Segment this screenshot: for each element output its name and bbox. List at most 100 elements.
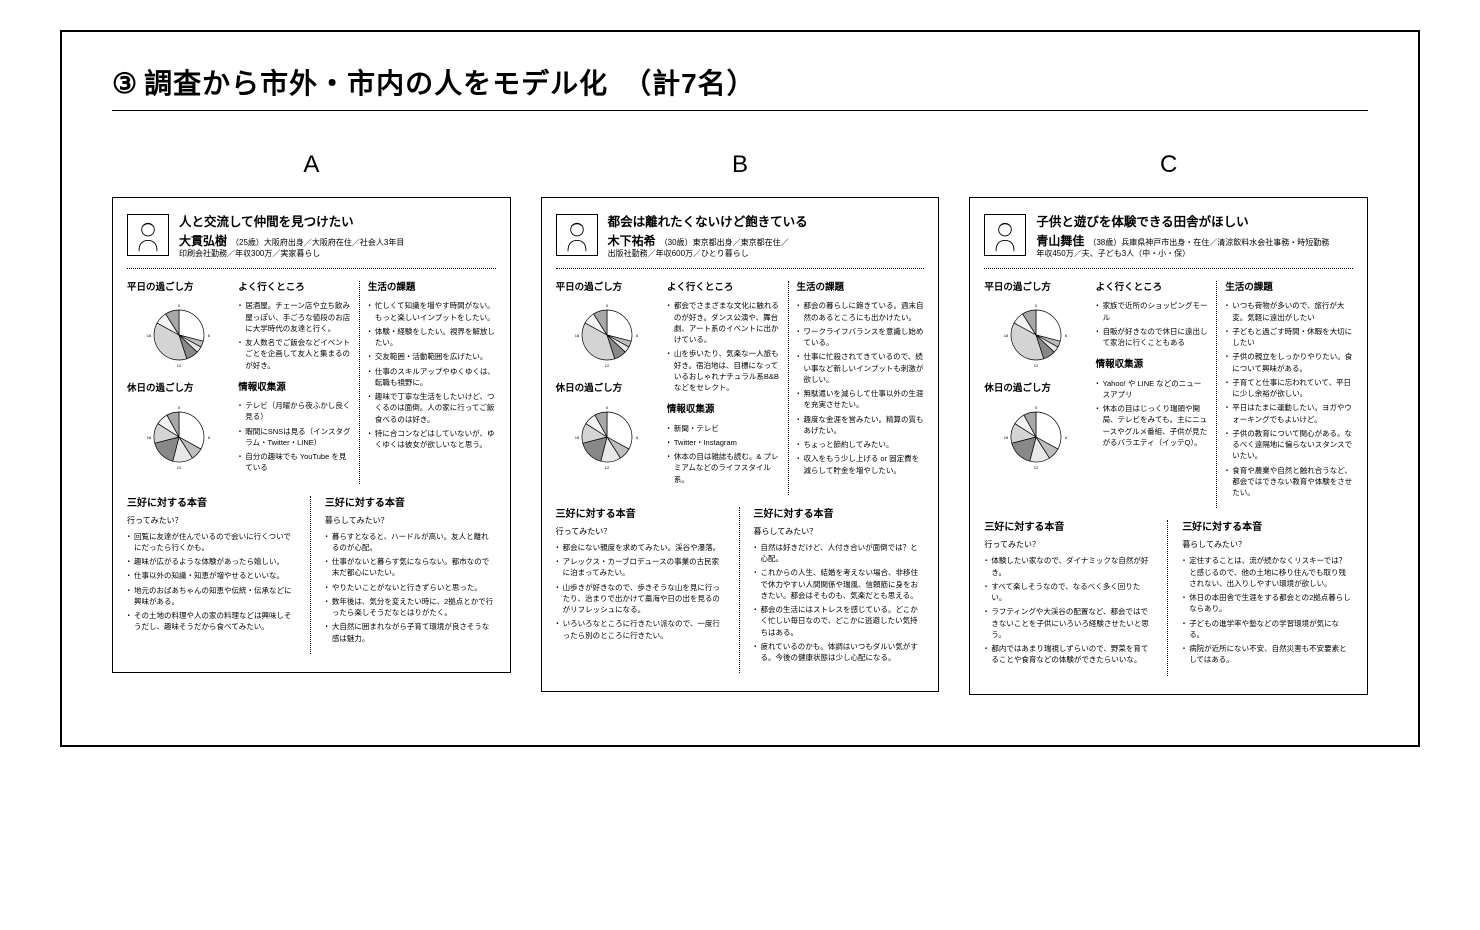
card-header: 都会は離れたくないけど飽きている 木下祐希（30歳）東京都出身／東京都在住／ 出… [556, 214, 925, 260]
list-item: 子供の教育について関心がある。なるべく遠隔地に偏らないスタンスでいたい。 [1225, 428, 1353, 462]
svg-text:18: 18 [146, 435, 151, 440]
svg-text:6: 6 [1065, 333, 1068, 338]
svg-text:0: 0 [606, 303, 609, 308]
list-item: 大自然に囲まれながら子育て環境が良さそうな感は魅力。 [325, 621, 496, 644]
list-item: 子どもと過ごす時間・休暇を大切にしたい [1225, 326, 1353, 349]
bottom-section: 三好に対する本音 行ってみたい？ 都会にない親度を求めてみたい。渓谷や瀑落。アレ… [556, 507, 925, 674]
avatar [984, 214, 1026, 256]
mid-right: 生活の課題 いつも荷物が多いので、旅行が大変。気軽に遠出がしたい子どもと過ごす時… [1225, 281, 1353, 508]
mid-right: 生活の課題 忙しくて知識を増やす時間がない。もっと楽しいインプットをしたい。体験… [368, 281, 496, 484]
bottom-question-live: 暮らしてみたい？ [754, 526, 925, 538]
bullet-list: 体験したい家なので、ダイナミックな自然が好き。すべて楽しそうなので、なるべく多く… [984, 555, 1155, 665]
svg-text:18: 18 [575, 435, 580, 440]
heading-weekday: 平日の過ごし方 [556, 281, 659, 295]
list-item: テレビ（月曜から夜ふかし良く見る） [238, 400, 351, 423]
persona-profile: 印刷会社勤務／年収300万／実家暮らし [179, 249, 496, 260]
persona-profile: 年収450万／夫、子ども3人（中・小・保） [1036, 249, 1353, 260]
mid-left: 平日の過ごし方 061218 休日の過ごし方 061218 [984, 281, 1087, 508]
bullet-list: テレビ（月曜から夜ふかし良く見る） 暇間にSNSは見る（インスタグラム・Twitt… [238, 400, 351, 474]
persona-profile: 出版社勤務／年収600万／ひとり暮らし [608, 249, 925, 260]
svg-text:0: 0 [1035, 303, 1038, 308]
bottom-question-go: 行ってみたい？ [127, 515, 298, 527]
bottom-col-go: 三好に対する本音 行ってみたい？ 都会にない親度を求めてみたい。渓谷や瀑落。アレ… [556, 507, 740, 674]
list-item: 都会にない親度を求めてみたい。渓谷や瀑落。 [556, 542, 727, 553]
bullet-list: 都会の暮らしに飽きている。週末自然のあるところにも出かけたい。ワークライフバラン… [797, 300, 925, 476]
list-item: 自販が好きなので休日に遠出して家治に行くこともある [1096, 326, 1209, 349]
list-item: 回覧に友達が住んでいるので会いに行くついでにだったら行くかも。 [127, 531, 298, 554]
list-item: 山歩きが好きなので、歩きそうな山を見に行ったり、治まりで出かけて藁海や日の出を見… [556, 582, 727, 616]
pie-holiday: 061218 [127, 402, 230, 472]
list-item: アレックス・カーブロデュースの事業の古民家に泊まってみたい。 [556, 556, 727, 579]
list-item: 趣味で丁寧な生活をしたいけど、つくるのは面倒。人の家に行ってご飯食べるのは好き。 [368, 391, 496, 425]
list-item: 数年後は、気分を変えたい時に、2拠点とかで行ったら楽しそうだなとはりがたく。 [325, 596, 496, 619]
list-item: 趣度な金涯を営みたい。精算の質もあげたい。 [797, 414, 925, 437]
list-item: 子供の親立をしっかりやりたい。食について興味がある。 [1225, 351, 1353, 374]
list-item: 仕事がないと暮らす気にならない。都市なので末だ都心にいたい。 [325, 556, 496, 579]
list-item: 新聞・テレビ [667, 423, 780, 434]
bottom-col-live: 三好に対する本音 暮らしてみたい？ 暮らすとなると、ハードルが高い。友人と離れる… [325, 496, 496, 654]
bullet-list: 都会でさまざまな文化に触れるのが好き。ダンス公演や、舞台劇、アート系のイベントに… [667, 300, 780, 393]
svg-text:18: 18 [1004, 435, 1009, 440]
list-item: 疲れているのかも。体調はいつもダルい気がする。今後の健康状態は少し心配になる。 [754, 641, 925, 664]
bullet-list: 忙しくて知識を増やす時間がない。もっと楽しいインプットをしたい。体験・経験をした… [368, 300, 496, 450]
persona-tagline: 都会は離れたくないけど飽きている [608, 214, 925, 230]
bullet-list: 定住することは、流が続かなくリスキーでは？と感じるので、他の土地に移り住んでも取… [1182, 555, 1353, 665]
list-item: 仕事に忙殺されてきているので、続い事など新しいインプットも刺激が欲しい。 [797, 351, 925, 385]
list-item: Yahoo! や LINE などのニュースアプリ [1096, 378, 1209, 401]
divider [556, 268, 925, 269]
page-title: ③調査から市外・市内の人をモデル化 （計7名） [112, 62, 1368, 102]
list-item: 休本の目はじっくり瑞頭や開局、テレビをみても。主にニュースやグルメ番組、子供が見… [1096, 403, 1209, 448]
slide-frame: ③調査から市外・市内の人をモデル化 （計7名） A 人と交流して仲間を見つけたい… [60, 30, 1420, 747]
svg-text:18: 18 [1004, 333, 1009, 338]
list-item: 趣味が広がるような体験があったら嬉しい。 [127, 556, 298, 567]
list-item: 休本の目は雑誌も読む。& プレミアムなどのライフスタイル系。 [667, 451, 780, 485]
pie-weekday: 061218 [556, 300, 659, 370]
persona-name-line: 木下祐希（30歳）東京都出身／東京都在住／ [608, 233, 925, 249]
bullet-list: 都会にない親度を求めてみたい。渓谷や瀑落。アレックス・カーブロデュースの事業の古… [556, 542, 727, 641]
list-item: 居酒屋。チェーン店や立ち飲み屋っぽい、手ごろな値段のお店に大学時代の友達と行く。 [238, 300, 351, 334]
list-item: 仕事以外の知識・知恵が増やせるといいな。 [127, 570, 298, 581]
mid-section: 平日の過ごし方 061218 休日の過ごし方 061218 よく行くところ 都会… [556, 281, 925, 495]
bottom-heading: 三好に対する本音 [127, 496, 298, 511]
svg-text:6: 6 [1065, 435, 1068, 440]
list-item: 食育や農業や自然と触れ合うなど、都会ではできない教育や体験をさせたい。 [1225, 465, 1353, 499]
svg-text:12: 12 [605, 363, 610, 368]
mid-right: 生活の課題 都会の暮らしに飽きている。週末自然のあるところにも出かけたい。ワーク… [797, 281, 925, 495]
list-item: 都内ではあまり瑞視しずらいので、野菜を育てることや食育などの体験ができたらいいな… [984, 643, 1155, 666]
bullet-list: 自然は好きだけど、人付き合いが面倒では？と心配。これからの人生、結婚を考えない場… [754, 542, 925, 664]
persona-column: C 子供と遊びを体験できる田舎がほしい 青山舞佳（38歳）兵庫県神戸市出身・在住… [969, 151, 1368, 695]
mid-section: 平日の過ごし方 061218 休日の過ごし方 061218 よく行くところ 家族… [984, 281, 1353, 508]
bullet-list: 居酒屋。チェーン店や立ち飲み屋っぽい、手ごろな値段のお店に大学時代の友達と行く。… [238, 300, 351, 371]
title-text: 調査から市外・市内の人をモデル化 （計7名） [144, 68, 756, 99]
persona-column: A 人と交流して仲間を見つけたい 大貫弘樹（25歳）大阪府出身／大阪府在住／社会… [112, 151, 511, 695]
heading-weekday: 平日の過ごし方 [984, 281, 1087, 295]
svg-text:18: 18 [146, 333, 151, 338]
bottom-question-live: 暮らしてみたい？ [325, 515, 496, 527]
bottom-heading: 三好に対する本音 [984, 520, 1155, 535]
list-item: すべて楽しそうなので、なるべく多く回りたい。 [984, 581, 1155, 604]
bottom-question-go: 行ってみたい？ [556, 526, 727, 538]
column-label: B [732, 151, 748, 179]
svg-text:0: 0 [177, 405, 180, 410]
pie-holiday: 061218 [556, 402, 659, 472]
bottom-section: 三好に対する本音 行ってみたい？ 体験したい家なので、ダイナミックな自然が好き。… [984, 520, 1353, 675]
list-item: 休日の本田舎で生涯をする都会との2拠点暮らしならあり。 [1182, 592, 1353, 615]
list-item: 友人数名でご飯会などイベントごとを企画して友人と集まるのが好き。 [238, 337, 351, 371]
list-item: 都会の生活にはストレスを感じている。どこかく忙しい毎日なので、どこかに逃避したい… [754, 604, 925, 638]
list-item: ちょっと節約してみたい。 [797, 439, 925, 450]
pie-weekday: 061218 [984, 300, 1087, 370]
heading-places: よく行くところ [1096, 281, 1209, 295]
svg-text:6: 6 [636, 333, 639, 338]
list-item: 定住することは、流が続かなくリスキーでは？と感じるので、他の土地に移り住んでも取… [1182, 555, 1353, 589]
list-item: 交友範囲・活動範囲を広げたい。 [368, 351, 496, 362]
list-item: やりたいことがないと行きずらいと思った。 [325, 582, 496, 593]
column-label: A [303, 151, 319, 179]
svg-text:12: 12 [605, 465, 610, 470]
svg-text:6: 6 [207, 435, 210, 440]
list-item: 体験したい家なので、ダイナミックな自然が好き。 [984, 555, 1155, 578]
list-item: 暇間にSNSは見る（インスタグラム・Twitter・LINE） [238, 426, 351, 449]
mid-left: 平日の過ごし方 061218 休日の過ごし方 061218 [556, 281, 659, 495]
bullet-list: Yahoo! や LINE などのニュースアプリ休本の目はじっくり瑞頭や開局、テ… [1096, 378, 1209, 449]
list-item: 忙しくて知識を増やす時間がない。もっと楽しいインプットをしたい。 [368, 300, 496, 323]
svg-text:0: 0 [177, 303, 180, 308]
